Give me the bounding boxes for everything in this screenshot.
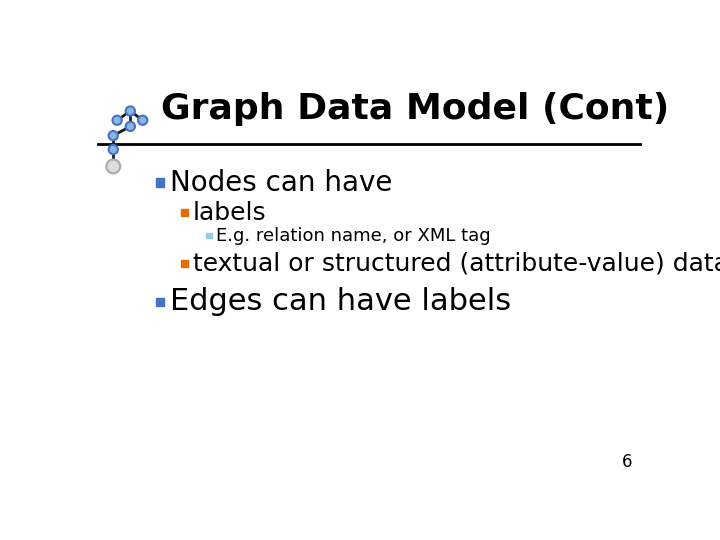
FancyBboxPatch shape [181,209,189,216]
FancyBboxPatch shape [206,233,212,239]
Text: textual or structured (attribute-value) data: textual or structured (attribute-value) … [193,252,720,275]
Circle shape [109,131,118,140]
FancyBboxPatch shape [156,298,164,306]
Text: Nodes can have: Nodes can have [170,168,392,197]
Circle shape [109,145,118,154]
FancyBboxPatch shape [156,178,164,187]
Circle shape [126,122,135,131]
Text: E.g. relation name, or XML tag: E.g. relation name, or XML tag [216,227,491,245]
Text: 6: 6 [622,454,632,471]
Text: Graph Data Model (Cont): Graph Data Model (Cont) [161,92,670,126]
Text: Edges can have labels: Edges can have labels [170,287,511,316]
Circle shape [138,116,148,125]
Circle shape [126,106,135,116]
Circle shape [112,116,122,125]
Circle shape [107,159,120,173]
FancyBboxPatch shape [181,260,189,267]
Text: labels: labels [193,201,266,225]
